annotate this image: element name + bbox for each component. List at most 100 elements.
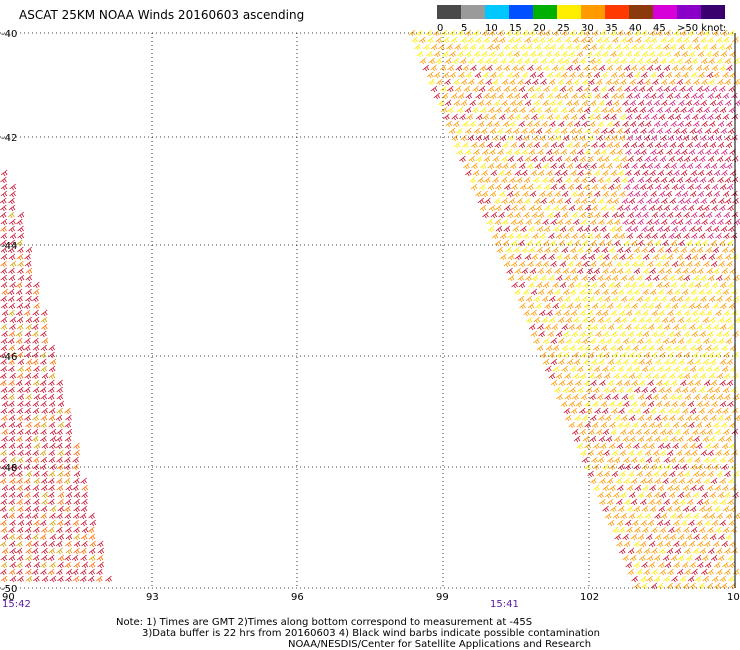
wind-barb [657,246,664,254]
colorbar-label: 40 [629,23,642,34]
wind-barb [457,50,464,58]
wind-barb [16,442,24,450]
wind-barb [495,162,502,170]
wind-barb [688,302,696,310]
wind-barb [40,344,48,352]
wind-barb [677,414,685,422]
wind-barb [542,141,549,149]
wind-barb [592,106,600,114]
wind-barb [651,547,658,555]
wind-barb [620,57,627,65]
wind-barb [486,141,493,149]
wind-barb [23,309,31,317]
wind-barb [548,176,555,184]
wind-barb [633,540,641,548]
wind-barb [724,134,731,142]
wind-barb [637,239,644,247]
wind-barb [17,344,25,352]
wind-barb [455,64,463,72]
wind-barb [470,183,478,191]
wind-barb [569,288,577,296]
wind-barb [607,106,615,114]
wind-barb [613,120,620,128]
wind-barb [475,92,482,100]
wind-barb [541,176,548,184]
wind-barb [633,92,641,100]
wind-barb [602,288,609,296]
wind-barb [661,239,669,247]
wind-barb [708,512,716,520]
wind-barb [507,253,515,261]
wind-barb [16,561,23,569]
wind-barb [701,141,709,149]
wind-barb [712,148,720,156]
wind-barb [692,512,700,520]
wind-barb [635,372,643,380]
wind-barb [576,225,584,233]
wind-barb [716,99,724,107]
wind-barb [486,120,493,128]
wind-barb [591,225,599,233]
wind-barb [524,99,532,107]
wind-barb [602,267,609,275]
wind-barb [73,449,80,457]
wind-barb [616,519,624,527]
wind-barb [48,344,55,352]
wind-barb [620,274,628,282]
wind-barb [40,512,47,520]
wind-barb [707,526,714,534]
wind-barb [7,211,15,219]
wind-barb [567,281,575,289]
wind-barb [573,176,580,184]
wind-barb [633,29,641,37]
wind-barb [72,456,79,464]
wind-barb [632,344,639,352]
wind-barb [728,302,736,310]
wind-barb [726,64,733,72]
wind-barb [40,428,47,436]
wind-barb [663,519,671,527]
wind-barb [494,239,502,247]
wind-barb [658,267,665,275]
wind-barb [532,176,540,184]
wind-barb [637,393,645,401]
wind-barb [500,57,507,65]
wind-barb [578,288,586,296]
wind-barb [89,519,97,527]
wind-barb [689,246,696,254]
wind-barb [728,561,735,569]
wind-barb [631,225,639,233]
wind-barb [683,470,691,478]
wind-barb [598,162,606,170]
wind-barb [659,449,666,457]
wind-barb [607,379,614,387]
wind-barb [641,442,648,450]
wind-barb [545,127,552,135]
wind-barb [680,463,688,471]
wind-barb [577,169,584,177]
wind-barb [730,484,737,492]
wind-barb [674,71,681,79]
wind-barb [571,92,578,100]
wind-barb [572,351,579,359]
wind-barb [591,323,599,331]
wind-barb [660,134,667,142]
wind-barb [501,218,509,226]
wind-barb [24,561,32,569]
wind-barb [730,232,738,240]
wind-barb [507,155,514,163]
wind-barb [557,120,565,128]
wind-barb [521,148,528,156]
wind-barb [676,253,684,261]
wind-barb [458,71,465,79]
wind-barb [663,358,671,366]
wind-barb [593,169,601,177]
wind-barb [656,85,663,93]
wind-barb [625,323,632,331]
wind-barb [24,498,31,506]
wind-barb [448,29,456,37]
wind-barb [511,204,518,212]
wind-barb [64,463,71,471]
wind-barb [56,379,63,387]
wind-barb [616,400,623,408]
